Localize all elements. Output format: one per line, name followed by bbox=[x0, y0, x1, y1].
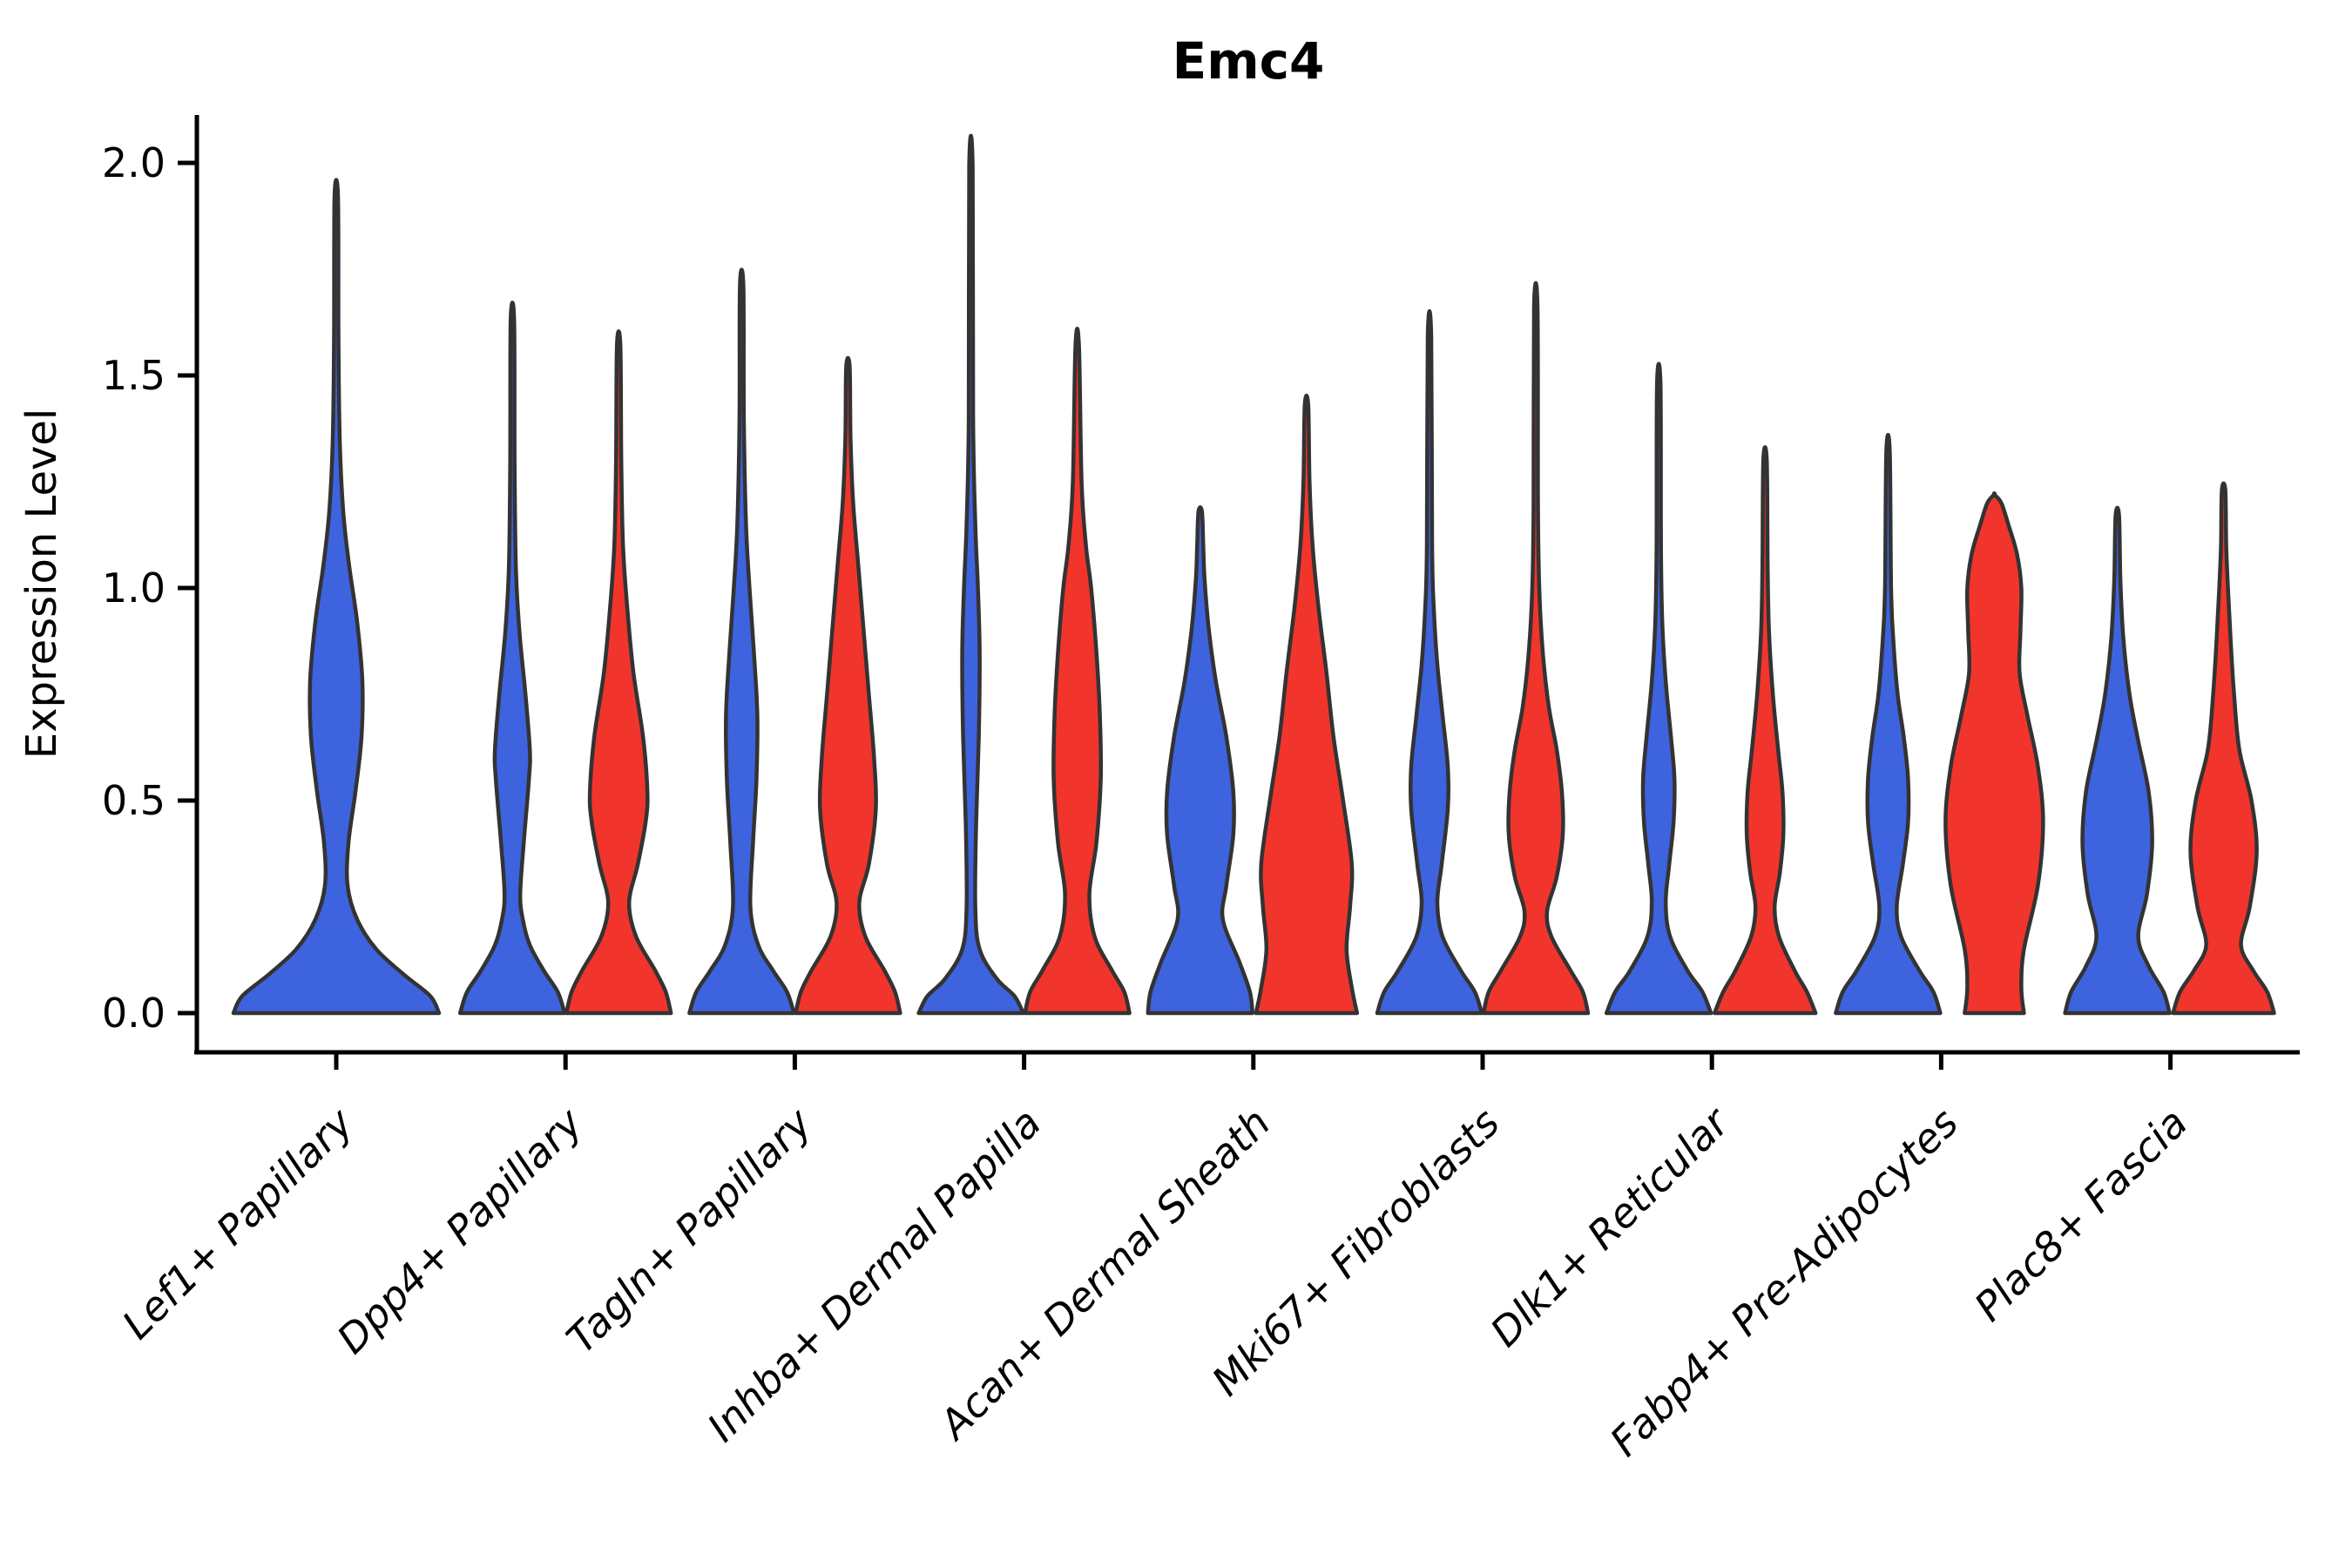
violin-dlk1-blue bbox=[1604, 362, 1713, 1016]
x-tick-label-dlk1: Dlk1+ Reticular bbox=[1481, 1097, 1740, 1355]
y-tick-label: 0.0 bbox=[102, 990, 166, 1037]
violin-dpp4-red bbox=[564, 329, 673, 1016]
y-tick-label: 0.5 bbox=[102, 777, 166, 824]
x-tick-label-dpp4: Dpp4+ Papillary bbox=[328, 1098, 591, 1362]
violin-dpp4-blue bbox=[457, 301, 567, 1016]
y-tick-label: 1.0 bbox=[102, 564, 166, 612]
x-tick-label-tagln: Tagln+ Papillary bbox=[558, 1098, 821, 1362]
violin-dlk1-red bbox=[1712, 445, 1818, 1016]
violin-acan-blue bbox=[1146, 505, 1255, 1016]
violin-fabp4-red bbox=[1943, 491, 2045, 1016]
x-tick-label-plac8: Plac8+ Fascia bbox=[1965, 1099, 2196, 1330]
violin-plac8-red bbox=[2171, 481, 2276, 1016]
axes-layer bbox=[194, 115, 2300, 1055]
violin-tagln-blue bbox=[687, 267, 796, 1016]
violins-layer bbox=[231, 133, 2276, 1016]
violin-plac8-blue bbox=[2063, 505, 2172, 1016]
violin-inhba-blue bbox=[916, 133, 1025, 1016]
violin-tagln-red bbox=[794, 355, 902, 1016]
violin-inhba-red bbox=[1023, 327, 1132, 1016]
y-tick-label: 1.5 bbox=[102, 352, 166, 399]
y-axis-ticks: 0.0 0.5 1.0 1.5 2.0 bbox=[102, 139, 197, 1037]
violin-mki67-blue bbox=[1375, 308, 1484, 1016]
chart-title: Emc4 bbox=[1173, 31, 1325, 91]
violin-mki67-red bbox=[1481, 280, 1591, 1016]
x-tick-label-lef1: Lef1+ Papillary bbox=[113, 1098, 362, 1348]
violin-lef1-blue bbox=[231, 178, 442, 1016]
y-tick-label: 2.0 bbox=[102, 139, 166, 186]
violin-fabp4-blue bbox=[1834, 433, 1943, 1016]
y-axis-label: Expression Level bbox=[17, 409, 66, 760]
violin-acan-red bbox=[1254, 393, 1360, 1016]
